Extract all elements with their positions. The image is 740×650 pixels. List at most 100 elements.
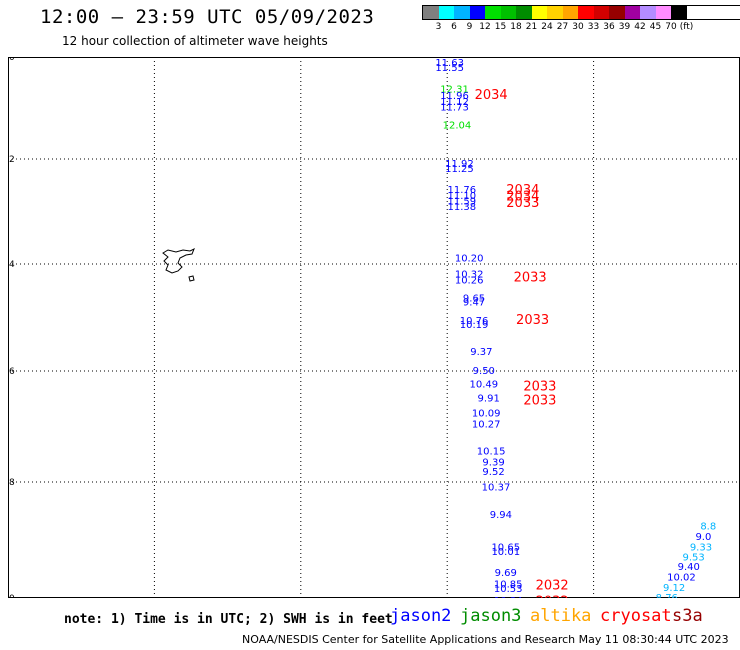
wave-height-observation: 9.40: [678, 562, 700, 573]
wave-height-observation: 9.0: [695, 532, 711, 543]
wave-height-observation: 11.38: [448, 202, 477, 213]
color-scale-label: 24: [541, 22, 553, 32]
wave-height-observation: 8.8: [700, 522, 716, 533]
wave-height-observation: 9.37: [470, 347, 492, 358]
color-scale-label: 6: [451, 22, 457, 32]
wave-height-observation: 12.04: [443, 120, 472, 131]
wave-height-observation: 2034: [506, 189, 539, 204]
wave-height-observation: 2033: [514, 271, 547, 286]
color-scale-swatches: [422, 5, 740, 20]
latitude-label: -46: [8, 367, 15, 377]
wave-height-color-scale: 3 6 9 12 15 18 21 24 27 30 33 36 39 42 45 70 (ft): [422, 5, 740, 34]
color-scale-swatch: [423, 6, 439, 19]
wave-height-observation: 11.76: [448, 185, 477, 196]
legend-item-jason2: jason2: [390, 606, 452, 626]
wave-height-observation: 9.47: [463, 298, 485, 309]
wave-height-observation: 11.12: [440, 97, 469, 108]
wave-height-observation: 10.65: [491, 542, 520, 553]
wave-height-observation: 10.32: [455, 269, 484, 280]
wave-height-observation: 9.50: [473, 366, 495, 377]
latitude-label: -50: [8, 594, 15, 598]
wave-height-observation: 2032: [536, 578, 569, 593]
map-border: [8, 57, 740, 598]
wave-height-observation: 2033: [523, 393, 556, 408]
wave-height-observation: 2033: [506, 196, 539, 211]
wave-height-observation: 9.69: [495, 568, 517, 579]
color-scale-swatch: [655, 6, 671, 19]
wave-height-observation: 10.09: [472, 409, 501, 420]
wave-height-observation: 10.53: [494, 584, 523, 595]
wave-height-observation: 10.20: [455, 253, 484, 264]
color-scale-label: 45: [649, 22, 662, 32]
color-scale-label: 18: [510, 22, 522, 32]
color-scale-swatch: [485, 6, 501, 19]
legend-item-cryosat: cryosat: [600, 606, 672, 626]
map-canvas: -40-42-44-46-48-50-180-177-174-171-168-1…: [0, 53, 740, 650]
units-note: note: 1) Time is in UTC; 2) SWH is in fe…: [64, 612, 393, 627]
color-scale-label: 27: [556, 22, 569, 32]
color-scale-swatch: [454, 6, 470, 19]
footer-credit: NOAA/NESDIS Center for Satellite Applica…: [242, 633, 729, 646]
wave-height-observation: 9.12: [663, 583, 685, 594]
wave-height-observation: 9.94: [490, 510, 512, 521]
color-scale-label: 3: [435, 22, 442, 32]
wave-height-observation: 10.84: [494, 596, 523, 598]
wave-height-observation: 11.96: [440, 91, 469, 102]
latitude-label: -44: [8, 260, 15, 270]
color-scale-label: 42: [634, 22, 646, 32]
map-area: -40-42-44-46-48-50-180-177-174-171-168-1…: [0, 53, 740, 650]
page-title: 12:00 — 23:59 UTC 05/09/2023: [40, 6, 375, 28]
wave-height-observation: 10.19: [460, 320, 489, 331]
color-scale-swatch: [593, 6, 609, 19]
wave-height-observation: 11.55: [435, 63, 464, 74]
wave-height-observation: 11.73: [440, 103, 469, 114]
island-outline: [162, 247, 195, 274]
color-scale-swatch: [640, 6, 656, 19]
wave-height-observation: 9.91: [478, 394, 500, 405]
color-scale-label: 30: [572, 22, 584, 32]
wave-height-observation: 11.63: [435, 58, 464, 69]
wave-height-observation: 11.92: [445, 159, 474, 170]
color-scale-swatch: [469, 6, 485, 19]
color-scale-label: 70: [665, 22, 677, 32]
wave-height-observation: 10.01: [491, 547, 520, 558]
color-scale-label: 12: [479, 22, 491, 32]
color-scale-swatch: [624, 6, 640, 19]
color-scale-label: (ft): [679, 22, 694, 32]
wave-height-observation: 11.59: [448, 197, 477, 208]
color-scale-labels: 3 6 9 12 15 18 21 24 27 30 33 36 39 42 45 70 (ft): [422, 20, 740, 34]
wave-height-observation: 9.52: [482, 467, 504, 478]
latitude-label: -48: [8, 478, 15, 488]
color-scale-label: 9: [466, 22, 473, 32]
wave-height-observation: 11.10: [448, 191, 477, 202]
color-scale-swatch: [562, 6, 578, 19]
color-scale-swatch: [671, 6, 687, 19]
wave-height-observation: 10.76: [460, 316, 489, 327]
wave-height-observation: 9.39: [482, 457, 504, 468]
wave-height-observation: 10.49: [469, 380, 498, 391]
wave-height-observation: 2034: [506, 183, 539, 198]
color-scale-label: 33: [587, 22, 600, 32]
color-scale-swatch: [438, 6, 454, 19]
wave-height-observation: 9.53: [683, 552, 705, 563]
color-scale-label: 15: [494, 22, 507, 32]
legend-item-altika: altika: [530, 606, 592, 626]
wave-height-observation: 2034: [475, 88, 508, 103]
page-subtitle: 12 hour collection of altimeter wave hei…: [62, 34, 328, 48]
latitude-label: -40: [8, 57, 15, 63]
color-scale-swatch: [531, 6, 547, 19]
wave-height-observation: 10.37: [482, 483, 511, 494]
color-scale-swatch: [547, 6, 563, 19]
wave-height-observation: 10.15: [477, 446, 506, 457]
wave-height-observation: 12.31: [440, 85, 469, 96]
color-scale-swatch: [500, 6, 516, 19]
color-scale-swatch: [578, 6, 594, 19]
legend-item-s3a: s3a: [672, 606, 703, 626]
wave-height-observation: 9.65: [463, 293, 485, 304]
latitude-label: -42: [8, 155, 15, 165]
islet-outline: [188, 275, 195, 282]
color-scale-label: 39: [618, 22, 631, 32]
wave-height-observation: 11.25: [445, 164, 474, 175]
wave-height-observation: 2033: [516, 313, 549, 328]
color-scale-label: 21: [525, 22, 538, 32]
